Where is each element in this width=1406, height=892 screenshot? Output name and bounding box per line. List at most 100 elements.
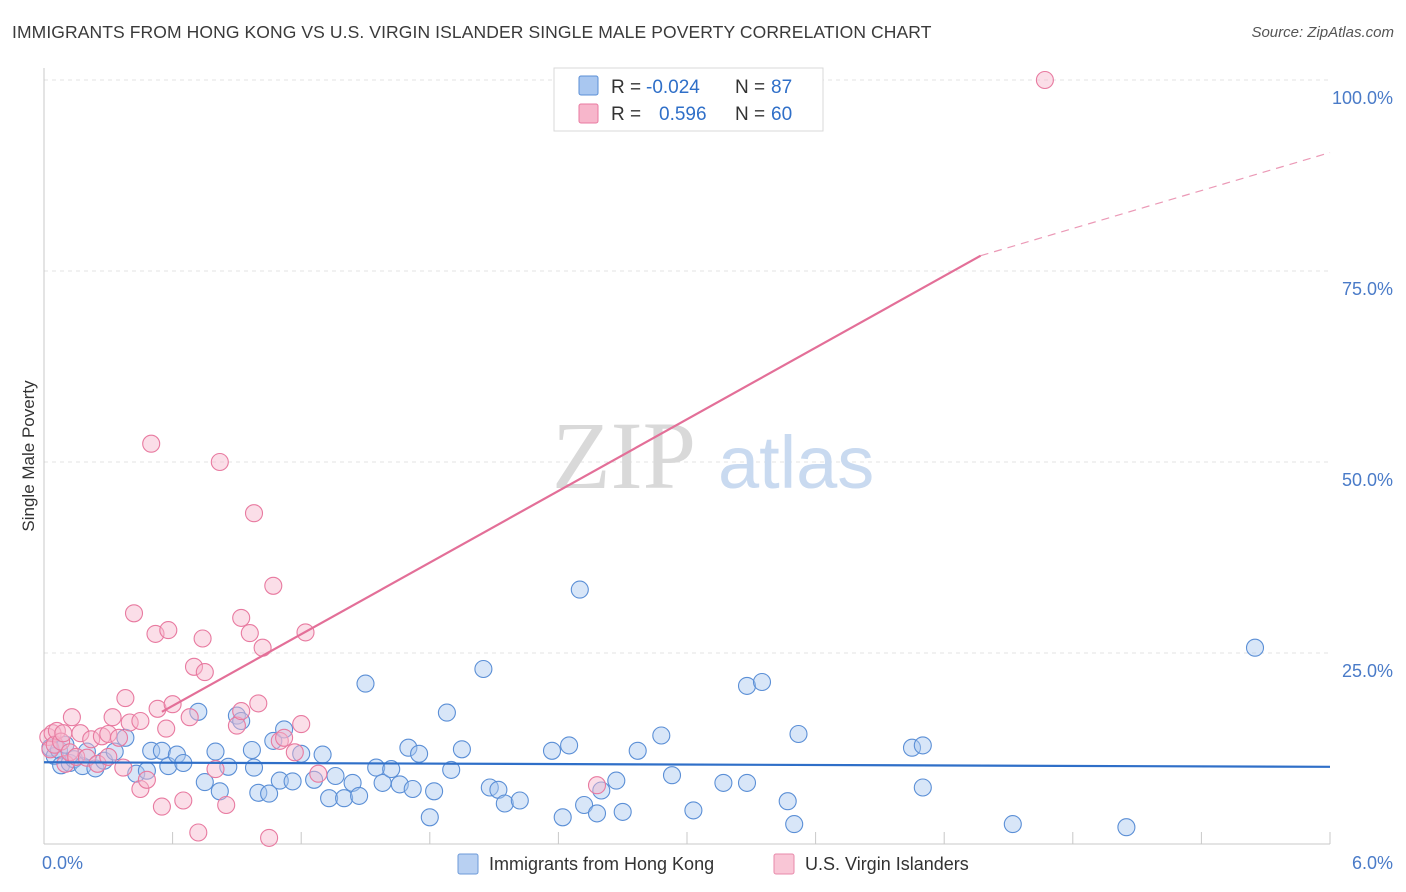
legend-swatch-pink (578, 103, 599, 124)
data-point (283, 772, 302, 791)
data-point (285, 743, 304, 762)
data-point (510, 791, 529, 810)
data-point (152, 741, 171, 760)
data-point (410, 744, 429, 763)
data-point (570, 580, 589, 599)
data-point (264, 576, 283, 595)
data-point (264, 731, 283, 750)
data-point (913, 778, 932, 797)
x-axis-tick-marks (43, 832, 1331, 844)
data-point (232, 608, 251, 627)
x-tick-label-max: 6.0% (1352, 853, 1393, 873)
data-point (244, 504, 264, 523)
data-point (82, 730, 101, 749)
legend-r-label-blue: R = (611, 77, 641, 98)
data-point (326, 766, 345, 786)
gridlines (44, 79, 1330, 654)
bottom-legend-swatch-virgin-islanders (773, 853, 795, 875)
data-point (789, 724, 808, 744)
data-point (159, 621, 178, 640)
data-point (382, 760, 401, 779)
legend-n-value-blue: 87 (771, 77, 792, 98)
x-tick-label-min: 0.0% (42, 853, 83, 873)
data-point (180, 708, 199, 727)
data-point (495, 794, 514, 813)
data-point (1035, 70, 1054, 90)
data-point (553, 808, 572, 827)
data-point (350, 786, 369, 805)
trend-line-virgin-islanders (161, 254, 982, 713)
data-point (714, 773, 733, 792)
data-point (662, 766, 682, 785)
data-point (103, 708, 122, 727)
source-label: Source: ZipAtlas.com (1251, 24, 1394, 41)
data-point (607, 771, 626, 790)
data-point (232, 702, 251, 721)
data-point (1003, 815, 1022, 834)
data-point (174, 791, 193, 810)
data-point (560, 736, 579, 755)
data-point (193, 629, 212, 648)
data-point (210, 452, 229, 472)
data-point (628, 741, 647, 760)
trend-lines (43, 152, 1331, 768)
data-point (217, 795, 236, 815)
series-virgin-islanders-points (39, 70, 1054, 847)
data-point (99, 724, 118, 744)
trend-line-hong-kong (43, 761, 1331, 768)
data-point (56, 754, 75, 773)
legend-box (553, 67, 824, 132)
data-point (452, 740, 471, 759)
data-point (587, 776, 607, 795)
data-point (684, 801, 703, 820)
data-point (1245, 638, 1265, 657)
data-point (313, 745, 332, 764)
legend-n-label-blue: N = (735, 77, 765, 98)
data-point (189, 702, 208, 721)
data-point (320, 789, 339, 808)
data-point (184, 657, 204, 676)
data-point (206, 760, 225, 779)
data-point (148, 699, 167, 718)
data-point (124, 604, 144, 623)
y-tick-label-100: 100.0% (1332, 88, 1393, 108)
data-point (292, 715, 311, 734)
data-point (152, 797, 171, 816)
data-point (442, 760, 461, 779)
data-point (195, 773, 214, 792)
watermark-atlas: atlas (718, 421, 874, 504)
series-legend: Immigrants from Hong Kong U.S. Virgin Is… (457, 853, 969, 875)
bottom-legend-label-virgin-islanders: U.S. Virgin Islanders (805, 854, 969, 874)
data-point (260, 784, 279, 803)
data-point (575, 795, 594, 815)
data-point (270, 771, 289, 790)
bottom-legend-swatch-hong-kong (457, 853, 479, 875)
data-point (88, 754, 107, 773)
y-tick-label-25: 25.0% (1342, 661, 1393, 681)
data-point (309, 764, 328, 783)
data-point (131, 779, 150, 799)
data-point (652, 726, 671, 745)
data-point (99, 747, 118, 766)
data-point (195, 663, 214, 682)
legend-n-value-pink: 60 (771, 104, 792, 125)
data-point (437, 703, 456, 722)
bottom-legend-label-hong-kong: Immigrants from Hong Kong (489, 854, 714, 874)
data-point (587, 804, 607, 823)
data-point (157, 719, 176, 738)
data-point (913, 736, 932, 755)
data-point (1117, 818, 1136, 837)
data-point (131, 711, 150, 731)
data-point (752, 672, 772, 692)
data-point (206, 742, 225, 761)
data-point (116, 689, 135, 708)
data-point (542, 741, 562, 760)
data-point (356, 674, 375, 693)
data-point (399, 738, 418, 757)
data-point (425, 782, 444, 801)
data-point (71, 724, 90, 743)
data-point (142, 741, 161, 760)
legend-r-value-blue: -0.024 (646, 77, 700, 98)
chart-title: IMMIGRANTS FROM HONG KONG VS U.S. VIRGIN… (12, 22, 932, 42)
